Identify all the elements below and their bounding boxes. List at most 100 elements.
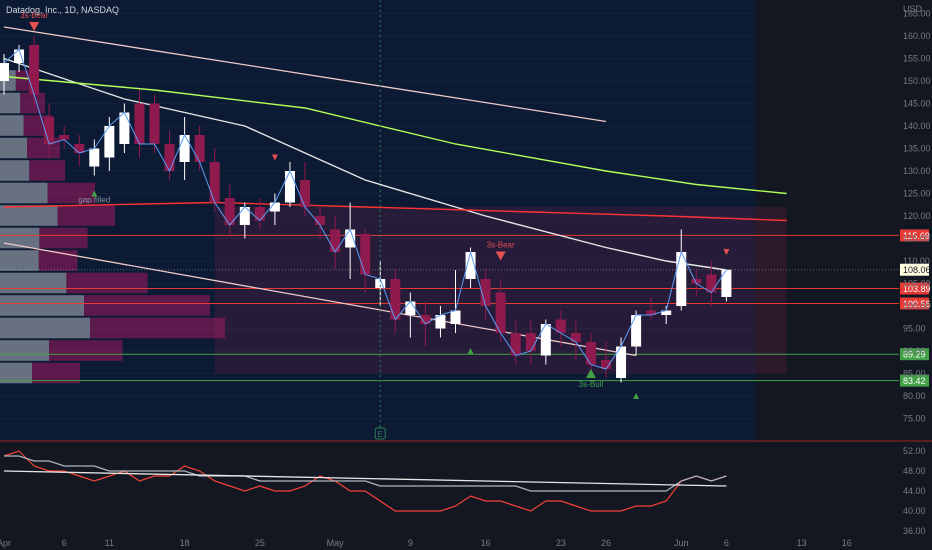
last-price-label: 108.06 — [903, 265, 931, 275]
candle-body[interactable] — [164, 144, 175, 171]
candle-body[interactable] — [239, 207, 250, 225]
candle-body[interactable] — [405, 301, 416, 316]
volume-bar-down — [57, 205, 115, 226]
volume-bar-down — [49, 340, 123, 361]
time-tick-label: 16 — [842, 538, 852, 548]
candle-body[interactable] — [179, 135, 190, 162]
level-tag — [900, 348, 929, 361]
candle-body[interactable] — [315, 216, 326, 225]
candle-body[interactable] — [435, 315, 446, 329]
time-tick-label: 16 — [481, 538, 491, 548]
candle-body[interactable] — [465, 252, 476, 279]
level-tag — [900, 282, 929, 295]
candle-body[interactable] — [360, 234, 371, 275]
candle-body[interactable] — [555, 319, 566, 334]
time-tick-label: 9 — [408, 538, 413, 548]
price-tick-label: 150.00 — [903, 76, 931, 86]
level-tag — [900, 229, 929, 242]
candle-body[interactable] — [570, 333, 581, 342]
candle-body[interactable] — [104, 126, 115, 158]
price-tick-label: 120.00 — [903, 211, 931, 221]
candle-body[interactable] — [14, 49, 25, 64]
bull-signal-triangle — [585, 369, 596, 378]
candle-body[interactable] — [631, 315, 642, 347]
down-marker-icon — [271, 154, 278, 161]
candle-body[interactable] — [480, 279, 491, 306]
candle-body[interactable] — [375, 279, 386, 288]
price-tick-label: 85.00 — [903, 369, 926, 379]
candle-body[interactable] — [284, 171, 295, 203]
last-price-tag — [900, 263, 929, 276]
level-tag-label: 83.42 — [903, 376, 926, 386]
candle-body[interactable] — [74, 144, 85, 153]
volume-bar-down — [32, 362, 80, 384]
candle-body[interactable] — [59, 135, 70, 140]
candle-body[interactable] — [721, 269, 732, 297]
candle-body[interactable] — [601, 360, 611, 369]
moving-average-line — [3, 57, 727, 271]
candle-body[interactable] — [269, 202, 280, 212]
price-tick-label: 160.00 — [903, 31, 931, 41]
volume-bar-down — [38, 250, 78, 271]
candle-body[interactable] — [300, 180, 310, 207]
candle-body[interactable] — [706, 274, 717, 293]
candle-body[interactable] — [44, 117, 55, 144]
price-tick-label: 90.00 — [903, 346, 926, 356]
candle-body[interactable] — [691, 279, 702, 284]
time-tick-label: Apr — [0, 538, 11, 548]
volume-bar-up — [0, 250, 39, 271]
trendline — [3, 26, 607, 123]
candle-body[interactable] — [661, 310, 672, 316]
volume-bar-down — [47, 182, 95, 204]
time-tick-label: 6 — [724, 538, 729, 548]
candle-body[interactable] — [495, 292, 506, 334]
level-tag-label: 115.69 — [903, 231, 930, 241]
candle-body[interactable] — [420, 315, 431, 324]
candle-body[interactable] — [540, 324, 551, 356]
chart-zone-background — [0, 0, 755, 441]
candle-body[interactable] — [330, 229, 341, 253]
candle-body[interactable] — [390, 279, 401, 320]
rsi-tick-label: 40.00 — [903, 506, 926, 516]
candle-body[interactable] — [585, 342, 596, 365]
close-price-line — [3, 48, 727, 370]
moving-average-line — [3, 75, 787, 195]
price-levels: 115.69 103.89 100.56 89.29 83.42 108.06 — [0, 229, 931, 387]
candle-body[interactable] — [510, 333, 521, 356]
candle-body[interactable] — [209, 162, 220, 203]
candle-body[interactable] — [149, 103, 160, 145]
moving-average-line — [3, 201, 787, 222]
candle-body[interactable] — [119, 112, 130, 145]
volume-bar-up — [0, 205, 58, 226]
price-tick-label: 125.00 — [903, 189, 931, 199]
annotations: E 3s-Bear 3s-Bear 3s-Bull gap filled — [20, 0, 730, 440]
candle-body[interactable] — [525, 333, 536, 351]
candle-body[interactable] — [29, 45, 40, 95]
candles[interactable] — [0, 36, 732, 383]
annotation-label: 3s-Bear — [487, 241, 515, 250]
candle-body[interactable] — [134, 103, 145, 145]
candle-body[interactable] — [676, 252, 687, 306]
candle-body[interactable] — [345, 229, 356, 248]
candle-body[interactable] — [646, 310, 657, 316]
annotation-label: 3s-Bull — [579, 380, 604, 389]
price-tick-label: 130.00 — [903, 166, 931, 176]
up-marker-icon — [467, 348, 474, 354]
time-tick-label: 26 — [601, 538, 611, 548]
rsi-tick-label: 52.00 — [903, 446, 926, 456]
candle-body[interactable] — [89, 148, 100, 167]
volume-bar-up — [0, 160, 30, 181]
price-tick-label: 75.00 — [903, 414, 926, 424]
price-tick-label: 145.00 — [903, 99, 931, 109]
candle-body[interactable] — [224, 198, 235, 225]
candle-body[interactable] — [254, 207, 265, 221]
candle-body[interactable] — [0, 63, 9, 81]
candle-body[interactable] — [194, 135, 205, 162]
candle-body[interactable] — [450, 310, 461, 325]
earnings-e-icon[interactable] — [374, 427, 386, 440]
currency-label: USD — [903, 4, 923, 14]
candle-body[interactable] — [616, 346, 627, 379]
volume-bar-down — [20, 92, 45, 114]
volume-bar-up — [0, 295, 84, 316]
